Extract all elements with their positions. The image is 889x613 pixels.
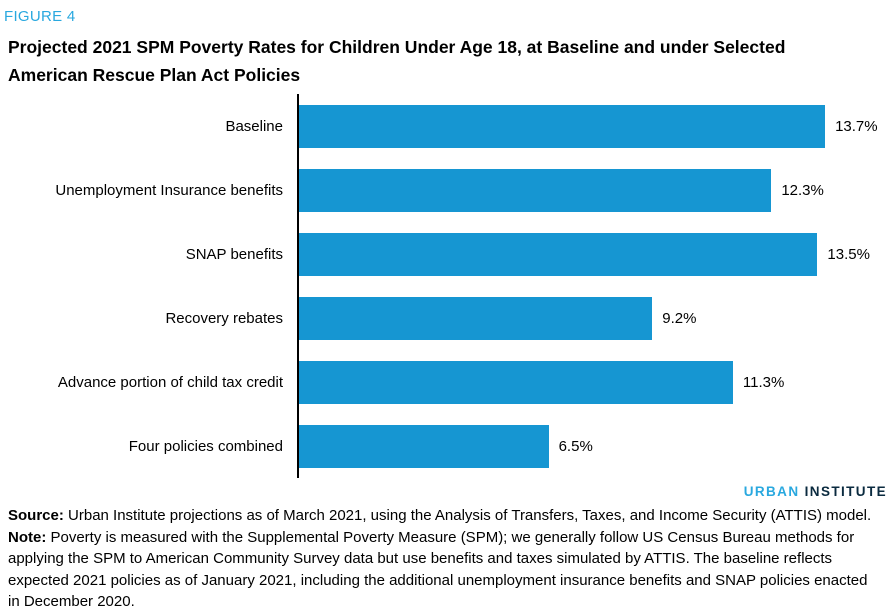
bar-value-label: 12.3% xyxy=(781,181,824,199)
category-label: Four policies combined xyxy=(128,437,283,455)
chart-title-line-1: Projected 2021 SPM Poverty Rates for Chi… xyxy=(8,37,786,57)
logo-urban-text: URBAN xyxy=(743,484,800,499)
bar-chart: Baseline 13.7% Unemployment Insurance be… xyxy=(0,94,889,478)
chart-title-line-2: American Rescue Plan Act Policies xyxy=(8,65,301,85)
bar xyxy=(299,424,549,468)
bar-value-label: 13.5% xyxy=(827,245,870,263)
bar xyxy=(299,296,653,340)
category-label: Advance portion of child tax credit xyxy=(57,373,283,391)
bar xyxy=(299,168,772,212)
category-label: Recovery rebates xyxy=(165,309,283,327)
chart-row: Recovery rebates 9.2% xyxy=(0,286,889,350)
chart-row: Baseline 13.7% xyxy=(0,94,889,158)
chart-row: SNAP benefits 13.5% xyxy=(0,222,889,286)
bar xyxy=(299,104,826,148)
source-text: Urban Institute projections as of March … xyxy=(63,507,872,524)
footer-notes: Source: Urban Institute projections as o… xyxy=(0,505,889,613)
bar-area: 12.3% xyxy=(297,158,889,222)
chart-row: Advance portion of child tax credit 11.3… xyxy=(0,350,889,414)
bar xyxy=(299,360,733,404)
bar-area: 6.5% xyxy=(297,414,889,478)
category-label: Baseline xyxy=(225,117,283,135)
bar-area: 13.5% xyxy=(297,222,889,286)
chart-row: Four policies combined 6.5% xyxy=(0,414,889,478)
bar-value-label: 6.5% xyxy=(558,437,593,455)
note-label: Note: xyxy=(8,528,47,546)
bar-value-label: 13.7% xyxy=(835,117,878,135)
category-label: SNAP benefits xyxy=(185,245,283,263)
bar xyxy=(299,232,818,276)
bar-value-label: 11.3% xyxy=(742,373,785,391)
bar-value-label: 9.2% xyxy=(662,309,697,327)
bar-area: 9.2% xyxy=(297,286,889,350)
bar-area: 13.7% xyxy=(297,94,889,158)
logo-institute-text: INSTITUTE xyxy=(804,484,887,499)
category-label: Unemployment Insurance benefits xyxy=(55,181,283,199)
chart-row: Unemployment Insurance benefits 12.3% xyxy=(0,158,889,222)
bar-area: 11.3% xyxy=(297,350,889,414)
chart-title: Projected 2021 SPM Poverty Rates for Chi… xyxy=(0,33,889,89)
note-text: Poverty is measured with the Supplementa… xyxy=(8,528,868,611)
figure-number-label: FIGURE 4 xyxy=(4,8,76,25)
urban-institute-logo: URBAN INSTITUTE xyxy=(0,484,889,501)
source-label: Source: xyxy=(8,507,64,524)
